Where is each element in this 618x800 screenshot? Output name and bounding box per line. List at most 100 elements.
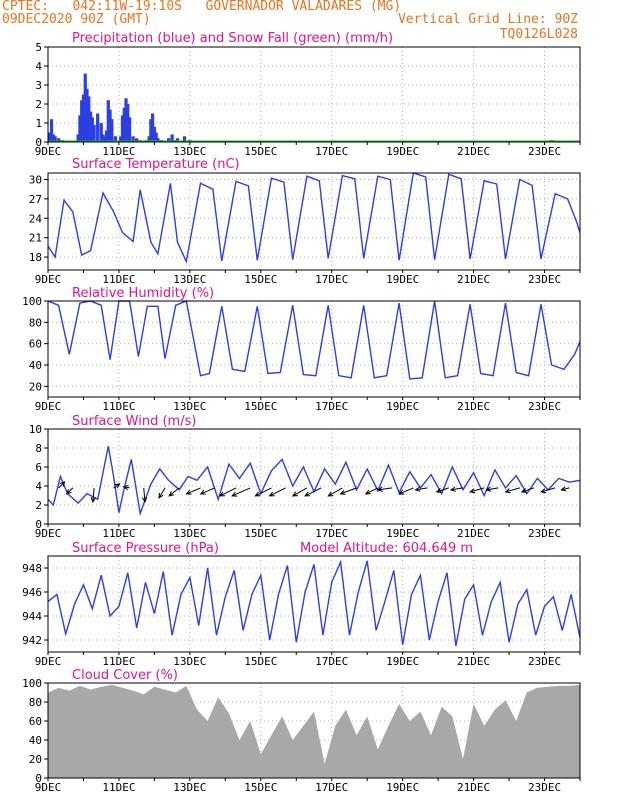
pres-point bbox=[145, 582, 147, 584]
pres-point bbox=[553, 596, 555, 598]
wind-arrow-head bbox=[469, 488, 476, 494]
temp-point bbox=[212, 188, 214, 190]
wind-arrow bbox=[505, 487, 520, 493]
precip-ytick-label: 2 bbox=[35, 98, 42, 111]
wind-title: Surface Wind (m/s) bbox=[72, 414, 196, 429]
pres-point bbox=[162, 571, 164, 573]
wind-arrow bbox=[521, 487, 535, 493]
pres-point bbox=[570, 594, 572, 596]
wind-arrow-head bbox=[59, 481, 66, 487]
pres-point bbox=[278, 594, 280, 596]
precip-xtick-label: 17DEC bbox=[315, 145, 348, 158]
wind-ytick-label: 8 bbox=[35, 442, 42, 455]
wind-point bbox=[356, 489, 358, 491]
wind-point bbox=[345, 461, 347, 463]
wind-xtick-label: 11DEC bbox=[102, 527, 135, 540]
rh-point bbox=[327, 304, 329, 306]
temp-point bbox=[319, 180, 321, 182]
pres-point bbox=[464, 598, 466, 600]
wind-arrow bbox=[231, 487, 251, 497]
pres-xtick-label: 11DEC bbox=[102, 655, 135, 668]
wind-arrow-head bbox=[414, 486, 421, 492]
wind-arrow-head bbox=[540, 488, 547, 494]
wind-ytick-label: 4 bbox=[35, 480, 42, 493]
pres-point bbox=[242, 630, 244, 632]
wind-arrow-head bbox=[304, 491, 311, 497]
temp-point bbox=[186, 261, 188, 263]
pres-point bbox=[420, 574, 422, 576]
wind-arrow-head bbox=[114, 483, 121, 489]
temp-point bbox=[327, 258, 329, 260]
pres-xtick-label: 19DEC bbox=[386, 655, 419, 668]
rh-point bbox=[373, 377, 375, 379]
rh-point bbox=[515, 372, 517, 374]
precip-bar bbox=[182, 136, 187, 142]
rh-point bbox=[386, 375, 388, 377]
pres-ytick-label: 944 bbox=[22, 610, 42, 623]
precip-xtick-label: 9DEC bbox=[35, 145, 62, 158]
wind-arrow bbox=[66, 487, 74, 495]
pres-point bbox=[251, 594, 253, 596]
precip-title: Precipitation (blue) and Snow Fall (gree… bbox=[72, 31, 393, 46]
wind-arrow bbox=[415, 487, 428, 491]
precip-xtick-label: 23DEC bbox=[528, 145, 561, 158]
pres-point bbox=[92, 608, 94, 610]
rh-point bbox=[280, 372, 282, 374]
wind-point bbox=[53, 504, 55, 506]
wind-arrow-head bbox=[435, 488, 442, 493]
temp-point bbox=[363, 258, 365, 260]
temp-point bbox=[256, 260, 258, 262]
precip-xtick-label: 21DEC bbox=[457, 145, 490, 158]
temp-series-line bbox=[47, 172, 581, 264]
wind-xtick-label: 13DEC bbox=[173, 527, 206, 540]
rh-point bbox=[164, 358, 166, 360]
precip-bar bbox=[106, 100, 110, 142]
precip-bar bbox=[135, 138, 139, 142]
pres-point bbox=[499, 582, 501, 584]
pres-point bbox=[171, 634, 173, 636]
wind-arrow-head bbox=[254, 491, 261, 497]
temp-point bbox=[54, 256, 56, 258]
wind-point bbox=[271, 470, 273, 472]
pres-point bbox=[561, 630, 563, 632]
wind-point bbox=[494, 469, 496, 471]
wind-arrow-head bbox=[168, 491, 175, 497]
precip-xtick-label: 19DEC bbox=[386, 145, 419, 158]
wind-point bbox=[107, 445, 109, 447]
temp-point bbox=[576, 221, 578, 223]
pres-point bbox=[313, 564, 315, 566]
wind-arrow-head bbox=[268, 491, 275, 497]
pres-point bbox=[349, 634, 351, 636]
pres-point bbox=[109, 615, 111, 617]
pres-point bbox=[517, 603, 519, 605]
temp-point bbox=[483, 180, 485, 182]
wind-arrow bbox=[219, 487, 237, 497]
cloud-ytick-label: 100 bbox=[22, 677, 42, 690]
pres-title: Surface Pressure (hPa) bbox=[72, 541, 219, 556]
wind-ytick-label: 6 bbox=[35, 461, 42, 474]
pres-point bbox=[136, 627, 138, 629]
pres-point bbox=[446, 572, 448, 574]
precip-bar bbox=[126, 104, 130, 142]
wind-point bbox=[441, 493, 443, 495]
wind-ytick-label: 10 bbox=[29, 423, 42, 436]
temp-xtick-label: 9DEC bbox=[35, 273, 62, 286]
rh-point bbox=[315, 375, 317, 377]
cloud-xtick-label: 17DEC bbox=[315, 781, 348, 794]
pres-point bbox=[269, 639, 271, 641]
wind-arrow-head bbox=[504, 488, 511, 494]
temp-xtick-label: 21DEC bbox=[457, 273, 490, 286]
pres-point bbox=[491, 601, 493, 603]
wind-point bbox=[86, 493, 88, 495]
wind-xtick-label: 21DEC bbox=[457, 527, 490, 540]
wind-arrow-head bbox=[199, 489, 206, 495]
wind-arrow-head bbox=[376, 486, 383, 492]
pres-point bbox=[233, 570, 235, 572]
pres-point bbox=[508, 642, 510, 644]
precip-bar bbox=[80, 100, 84, 142]
pres-xtick-label: 9DEC bbox=[35, 655, 62, 668]
wind-arrow bbox=[399, 487, 414, 495]
wind-point bbox=[473, 472, 475, 474]
rh-point bbox=[338, 375, 340, 377]
wind-arrow bbox=[470, 487, 485, 493]
